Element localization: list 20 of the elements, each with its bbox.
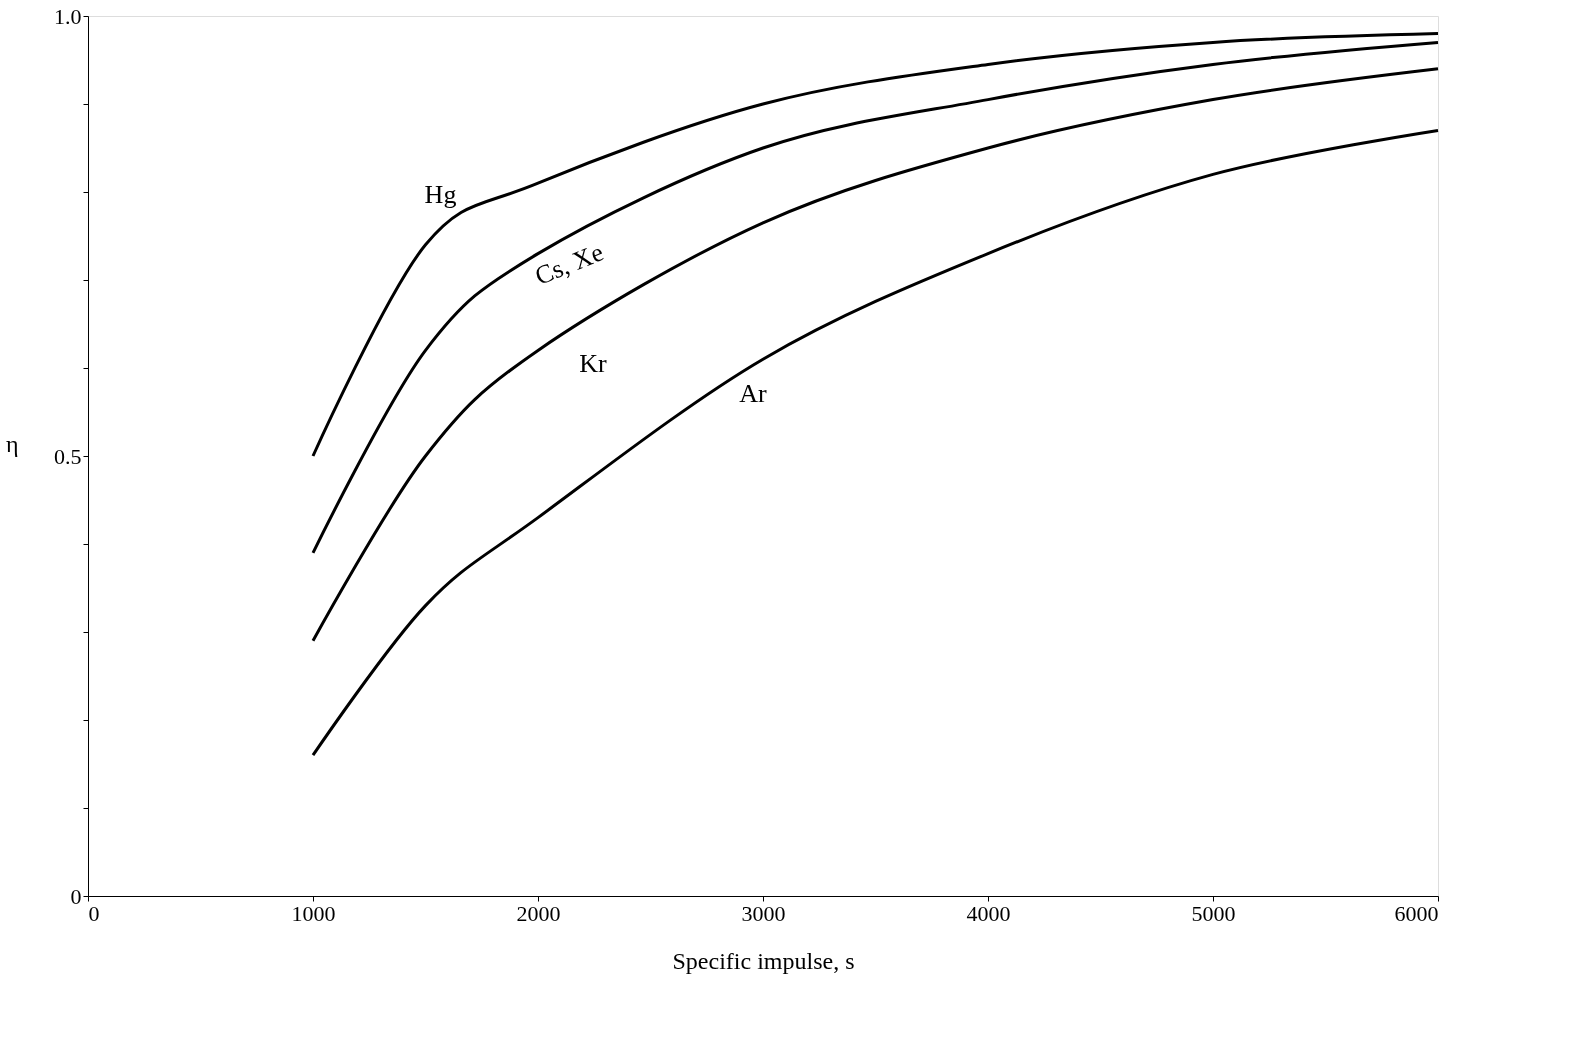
x-tick-label: 2000 <box>516 900 561 926</box>
x-tick-label: 0 <box>88 900 100 926</box>
x-tick-label: 5000 <box>1191 900 1236 926</box>
x-tick-label: 1000 <box>291 900 336 926</box>
line-series <box>311 128 1440 757</box>
series-label: Kr <box>579 349 608 379</box>
y-tick-label: 0.5 <box>54 443 82 469</box>
line-series <box>311 67 1440 643</box>
line-series <box>311 40 1440 555</box>
x-tick-label: 3000 <box>741 900 786 926</box>
x-tick-label: 4000 <box>966 900 1011 926</box>
series-label: Hg <box>424 179 457 209</box>
x-tick-label: 6000 <box>1394 900 1439 926</box>
y-tick-label: 0 <box>70 883 82 909</box>
text: Cs, Xe <box>530 237 608 291</box>
line-series <box>311 32 1440 458</box>
y-tick-label: 1.0 <box>54 3 82 29</box>
y-axis-title: η <box>5 430 19 457</box>
series-label: Ar <box>739 379 768 409</box>
x-axis-title: Specific impulse, s <box>672 947 855 974</box>
